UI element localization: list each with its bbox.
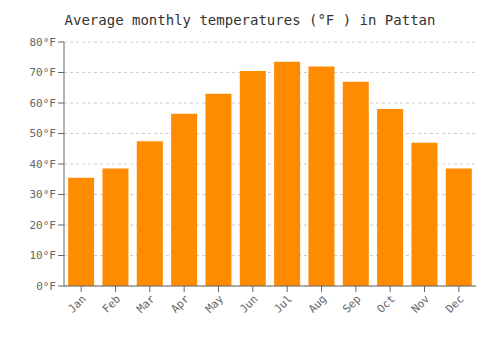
svg-text:Feb: Feb — [100, 292, 123, 315]
svg-text:Jul: Jul — [272, 292, 295, 315]
svg-text:May: May — [203, 292, 227, 316]
svg-text:0°F: 0°F — [36, 280, 56, 293]
html-text:Average monthly temperatures (: Average monthly temperatures (°F ) in Pa… — [64, 12, 436, 28]
svg-text:20°F: 20°F — [30, 219, 57, 232]
svg-text:10°F: 10°F — [30, 249, 57, 262]
svg-text:Dec: Dec — [443, 292, 466, 315]
svg-text:40°F: 40°F — [30, 158, 57, 171]
svg-text:Aug: Aug — [306, 292, 329, 315]
svg-text:Oct: Oct — [375, 292, 398, 315]
svg-text:Jan: Jan — [66, 292, 89, 315]
svg-text:Nov: Nov — [409, 292, 433, 316]
svg-text:Apr: Apr — [169, 292, 193, 316]
svg-text:30°F: 30°F — [30, 188, 57, 201]
svg-text:70°F: 70°F — [30, 66, 57, 79]
svg-text:50°F: 50°F — [30, 127, 57, 140]
svg-text:Jun: Jun — [237, 292, 260, 315]
svg-text:Mar: Mar — [134, 292, 158, 316]
svg-text:60°F: 60°F — [30, 97, 57, 110]
svg-text:Sep: Sep — [340, 292, 363, 315]
svg-text:80°F: 80°F — [30, 36, 57, 49]
